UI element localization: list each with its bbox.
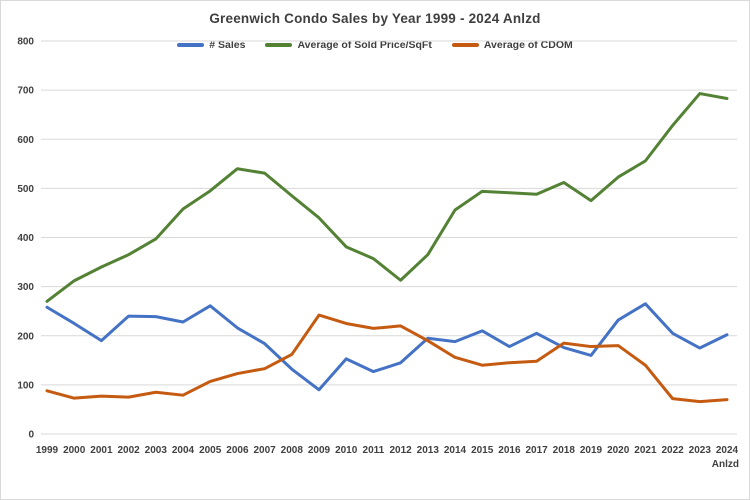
- x-tick-label-2013: 2013: [417, 445, 440, 456]
- y-tick-label-600: 600: [17, 135, 34, 146]
- legend-swatch-price-sqft: [265, 43, 293, 47]
- legend: # Sales Average of Sold Price/SqFt Avera…: [1, 39, 749, 51]
- legend-label-sales: # Sales: [209, 39, 246, 51]
- x-tick-label-2021: 2021: [634, 445, 657, 456]
- y-tick-label-500: 500: [17, 184, 34, 195]
- x-tick-label-2007: 2007: [253, 445, 276, 456]
- x-tick-label-2003: 2003: [145, 445, 168, 456]
- series-line-average-of-sold-price-sqft: [45, 92, 729, 303]
- chart-title: Greenwich Condo Sales by Year 1999 - 202…: [209, 11, 541, 26]
- x-tick-label-2000: 2000: [63, 445, 86, 456]
- series-line-average-of-cdom: [45, 313, 729, 404]
- x-tick-label-2015: 2015: [471, 445, 494, 456]
- legend-item-sales: # Sales: [177, 39, 245, 51]
- x-tick-label-2016: 2016: [498, 445, 521, 456]
- x-tick-label-2011: 2011: [363, 445, 385, 456]
- legend-swatch-sales: [177, 43, 205, 47]
- y-tick-label-700: 700: [17, 86, 34, 97]
- legend-item-price-sqft: Average of Sold Price/SqFt: [265, 39, 432, 51]
- x-tick-label-2017: 2017: [525, 445, 548, 456]
- legend-label-price-sqft: Average of Sold Price/SqFt: [297, 39, 432, 51]
- x-tick-label-2008: 2008: [281, 445, 304, 456]
- y-tick-label-200: 200: [17, 331, 34, 342]
- y-tick-label-0: 0: [28, 430, 34, 441]
- x-tick-label-2005: 2005: [199, 445, 222, 456]
- y-tick-label-100: 100: [17, 380, 34, 391]
- x-tick-label-2001: 2001: [90, 445, 113, 456]
- legend-label-cdom: Average of CDOM: [483, 39, 573, 51]
- x-tick-label-1999: 1999: [36, 445, 59, 456]
- legend-swatch-cdom: [451, 43, 479, 47]
- x-tick-label-2010: 2010: [335, 445, 358, 456]
- x-tick-label-2018: 2018: [553, 445, 576, 456]
- x-tick-label-2014: 2014: [444, 445, 467, 456]
- x-tick-label-2020: 2020: [607, 445, 630, 456]
- legend-item-cdom: Average of CDOM: [451, 39, 573, 51]
- x-tick-label-2006: 2006: [226, 445, 249, 456]
- x-tick-label-2009: 2009: [308, 445, 331, 456]
- x-tick-label-2002: 2002: [117, 445, 140, 456]
- x-tick-label-2004: 2004: [172, 445, 195, 456]
- y-tick-label-400: 400: [17, 233, 34, 244]
- x-tick-label-note: Anlzd: [712, 459, 739, 470]
- y-tick-label-800: 800: [17, 37, 34, 48]
- y-tick-label-300: 300: [17, 282, 34, 293]
- series-line-sales: [45, 302, 729, 392]
- x-tick-label-2022: 2022: [661, 445, 684, 456]
- x-tick-label-2023: 2023: [689, 445, 712, 456]
- x-tick-label-2019: 2019: [580, 445, 603, 456]
- x-tick-label-2012: 2012: [389, 445, 412, 456]
- x-tick-label-2024: 2024: [716, 445, 739, 456]
